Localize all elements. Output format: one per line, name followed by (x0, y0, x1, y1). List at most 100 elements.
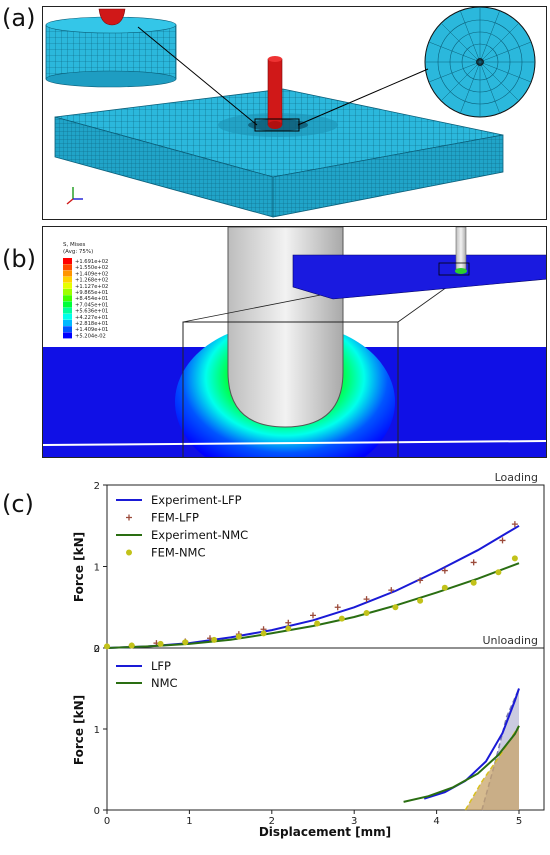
fem-nmc-point (211, 636, 218, 643)
loading-annotation: Loading (495, 471, 538, 484)
legend-swatch (63, 326, 72, 333)
fem-nmc-point (182, 639, 189, 646)
xtick-label: 2 (269, 816, 275, 827)
legend-label: Experiment-LFP (151, 493, 242, 507)
fem-nmc-point (104, 643, 110, 650)
cylinder-inset (45, 8, 177, 88)
fem-nmc-point (441, 584, 448, 591)
fem-nmc-point (314, 620, 321, 627)
fem-nmc-point (417, 597, 424, 604)
fem-lfp-point (441, 567, 448, 574)
legend-swatch (63, 320, 72, 326)
legend-swatch (63, 313, 72, 320)
loading-ytick-label: 2 (94, 481, 100, 492)
legend-value: +1.409e+01 (75, 327, 108, 333)
legend-swatch (63, 270, 72, 277)
panel-b-figure: S, Mises (Avg: 75%) +1.691e+02+1.550e+02… (43, 227, 546, 457)
fem-nmc-point (363, 609, 370, 616)
panel-a-figure (45, 7, 536, 218)
legend-value: +1.268e+02 (75, 278, 108, 284)
xtick-label: 1 (186, 816, 192, 827)
fem-lfp-point (470, 559, 477, 566)
fem-nmc-point (392, 604, 399, 611)
fem-nmc-point (157, 640, 164, 647)
contour-legend: S, Mises (Avg: 75%) +1.691e+02+1.550e+02… (63, 242, 108, 339)
legend-value: +1.409e+02 (75, 271, 108, 277)
loading-ytick-label: 0 (94, 644, 100, 655)
fem-nmc-point (128, 642, 135, 649)
indenter (267, 56, 283, 129)
circle-mesh-inset (424, 7, 536, 118)
xlabel: Displacement [mm] (259, 825, 391, 839)
unloading-annotation: Unloading (482, 634, 538, 647)
panel-b-label: (b) (2, 245, 36, 273)
legend-swatch (63, 264, 72, 271)
legend-value: +1.127e+02 (75, 284, 108, 290)
panel-b-frame: S, Mises (Avg: 75%) +1.691e+02 +1.550e+02… (42, 226, 547, 458)
loading-ylabel: Force [kN] (72, 532, 86, 602)
legend-value: +8.454e+01 (75, 296, 108, 302)
unloading-line-nmc (403, 725, 520, 803)
legend-value: +5.204e-02 (75, 333, 106, 339)
legend-handle (126, 549, 132, 556)
legend-label: FEM-LFP (151, 511, 199, 525)
legend-swatch (63, 295, 72, 302)
unloading-line-lfp (423, 688, 520, 800)
loading-ytick-label: 1 (94, 563, 100, 574)
plate-mesh (54, 88, 504, 218)
fem-nmc-point (470, 579, 477, 586)
xtick-label: 5 (516, 816, 522, 827)
legend-value: +1.550e+02 (75, 265, 108, 271)
fem-lfp-point (417, 577, 424, 584)
legend-value: +4.227e+01 (75, 315, 108, 321)
legend-swatch (63, 332, 72, 339)
fem-nmc-point (511, 555, 518, 562)
panel-a-frame (42, 6, 547, 220)
legend-value: +9.865e+01 (75, 290, 108, 296)
legend-swatch (63, 301, 72, 308)
legend-swatch (63, 258, 72, 264)
fem-lfp-point (285, 619, 292, 626)
series-line-experiment-nmc (106, 562, 520, 649)
legend-handle (126, 514, 132, 521)
inset-plate (292, 227, 546, 300)
legend-swatch (63, 289, 72, 295)
legend-label: LFP (151, 659, 171, 673)
fem-nmc-point (495, 569, 502, 576)
legend-value: +7.045e+01 (75, 302, 108, 308)
fem-lfp-point (363, 596, 370, 603)
fem-nmc-point (260, 630, 267, 637)
fem-lfp-point (511, 521, 518, 528)
legend-value: +1.691e+02 (75, 259, 108, 265)
unloading-ytick-label: 2 (94, 644, 100, 655)
legend-subtitle: (Avg: 75%) (63, 249, 93, 255)
legend-label: FEM-NMC (151, 546, 206, 560)
panel-c-label: (c) (2, 490, 34, 518)
legend-swatch (63, 307, 72, 314)
fem-lfp-point (388, 587, 395, 594)
legend-swatch (63, 282, 72, 289)
unloading-axes (106, 647, 545, 811)
legend-label: NMC (151, 676, 178, 690)
unloading-ytick-label: 0 (94, 806, 100, 817)
legend-value: +2.818e+01 (75, 321, 108, 327)
axis-triad-icon (66, 187, 83, 205)
fem-nmc-point (285, 625, 292, 632)
fem-lfp-point (310, 612, 316, 619)
legend-title: S, Mises (63, 242, 86, 248)
unloading-ytick-label: 1 (94, 725, 100, 736)
unloading-ylabel: Force [kN] (72, 695, 86, 765)
fem-lfp-point (499, 537, 506, 544)
legend-label: Experiment-NMC (151, 528, 248, 542)
legend-swatch (63, 276, 72, 283)
fem-nmc-point (235, 633, 242, 640)
fem-lfp-point (334, 604, 341, 611)
xtick-label: 4 (433, 816, 439, 827)
series-line-experiment-lfp (106, 524, 520, 649)
panel-a-label: (a) (2, 4, 36, 32)
force-displacement-chart: Loading Unloading Force [kN] Force [kN] … (72, 471, 545, 839)
xtick-label: 0 (104, 816, 110, 827)
fem-nmc-point (338, 615, 345, 622)
xtick-label: 3 (351, 816, 357, 827)
legend-value: +5.636e+01 (75, 309, 108, 315)
